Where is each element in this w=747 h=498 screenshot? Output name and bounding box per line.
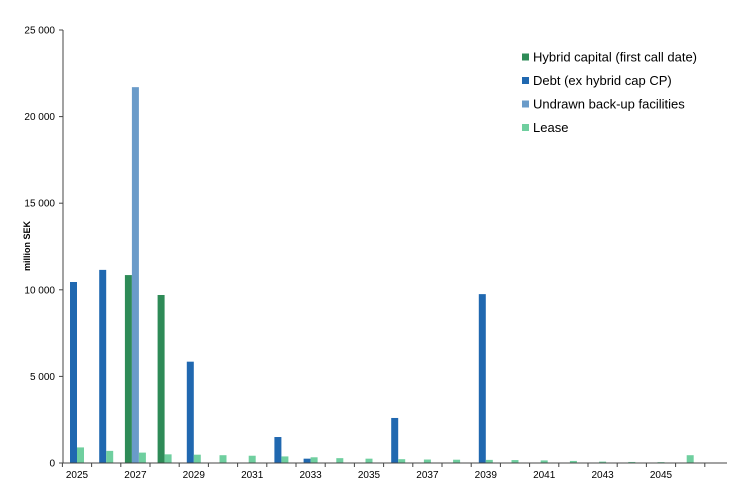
bar-debt-ex-hybrid-cap-cp-2033: [303, 458, 311, 463]
bar-debt-ex-hybrid-cap-cp-2029: [186, 361, 194, 463]
legend-swatch-lease: [522, 124, 529, 131]
bar-hybrid-capital-first-call-date-2027: [124, 275, 132, 463]
x-tick-label: 2045: [650, 470, 673, 481]
bar-lease-2031: [248, 455, 256, 463]
bar-lease-2043: [599, 461, 607, 463]
x-tick-label: 2043: [591, 470, 614, 481]
bar-lease-2038: [453, 459, 461, 463]
bar-lease-2040: [511, 460, 519, 463]
bar-lease-2035: [365, 458, 373, 463]
y-tick-label: 5 000: [30, 372, 55, 383]
y-tick-label: 10 000: [24, 285, 55, 296]
x-tick-label: 2041: [533, 470, 556, 481]
bar-hybrid-capital-first-call-date-2028: [157, 294, 165, 463]
bar-lease-2027: [138, 452, 146, 463]
x-tick-label: 2035: [358, 470, 381, 481]
bar-lease-2029: [193, 454, 201, 463]
bar-undrawn-back-up-facilities-2027: [131, 87, 139, 463]
bar-lease-2037: [423, 459, 431, 463]
legend-label-debt-ex-hybrid-cap-cp: Debt (ex hybrid cap CP): [533, 73, 672, 88]
axes-layer: [62, 30, 727, 464]
bar-lease-2034: [336, 458, 344, 463]
bar-lease-2042: [569, 460, 577, 463]
bar-lease-2026: [106, 450, 114, 463]
bar-debt-ex-hybrid-cap-cp-2039: [478, 294, 486, 463]
bars-layer: [70, 87, 694, 463]
bar-lease-2046: [686, 455, 694, 463]
bar-lease-2033: [310, 457, 318, 463]
y-tick-label: 20 000: [24, 112, 55, 123]
bar-lease-2025: [77, 447, 84, 463]
bar-lease-2032: [281, 456, 289, 463]
legend-swatch-hybrid-capital-first-call-date: [522, 53, 529, 61]
y-axis-title: million SEK: [22, 221, 32, 272]
bar-lease-2036: [398, 459, 406, 463]
x-tick-label: 2033: [299, 470, 322, 481]
bar-lease-2041: [540, 460, 548, 463]
ticks-layer: 0 5 000 10 000 15 000 20 000 25 000 2025 2027 20…: [24, 26, 706, 481]
bar-lease-2039: [485, 459, 493, 463]
y-tick-label: 15 000: [24, 199, 55, 210]
bar-lease-2030: [219, 455, 227, 463]
bar-lease-2044: [628, 461, 636, 463]
legend-swatch-undrawn-back-up-facilities: [522, 100, 529, 108]
y-tick-label: 25 000: [24, 26, 55, 37]
legend-label-undrawn-back-up-facilities: Undrawn back-up facilities: [533, 97, 685, 112]
x-tick-label: 2037: [416, 470, 439, 481]
x-tick-label: 2029: [183, 470, 206, 481]
bar-debt-ex-hybrid-cap-cp-2032: [274, 437, 282, 463]
legend-label-lease: Lease: [533, 120, 568, 135]
x-tick-label: 2027: [124, 470, 147, 481]
legend-label-hybrid-capital-first-call-date: Hybrid capital (first call date): [533, 50, 697, 65]
x-tick-label: 2025: [66, 470, 89, 481]
bar-debt-ex-hybrid-cap-cp-2026: [99, 269, 107, 463]
x-tick-label: 2031: [241, 470, 264, 481]
legend-swatch-debt-ex-hybrid-cap-cp: [522, 77, 529, 84]
bar-debt-ex-hybrid-cap-cp-2025: [70, 282, 77, 463]
bar-lease-2028: [164, 454, 172, 463]
legend: Hybrid capital (first call date) Debt (ex…: [522, 50, 697, 135]
y-tick-label: 0: [49, 459, 55, 470]
x-tick-label: 2039: [475, 470, 498, 481]
bar-debt-ex-hybrid-cap-cp-2036: [391, 417, 399, 463]
